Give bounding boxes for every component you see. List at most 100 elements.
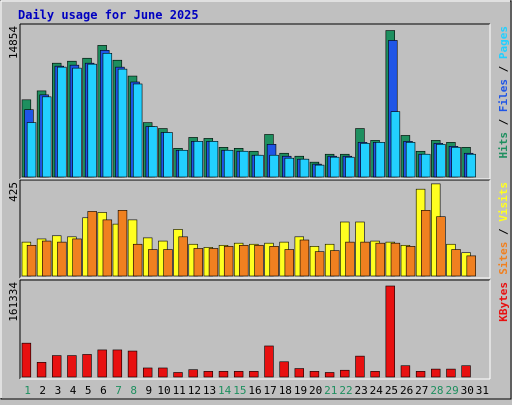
bar-sites-day-22 xyxy=(345,241,355,277)
bar-kbytes-day-13 xyxy=(203,371,214,378)
bar-sites-day-2 xyxy=(42,240,52,277)
bar-kbytes-day-16 xyxy=(249,371,259,378)
bar-kbytes-day-29 xyxy=(446,368,456,378)
bar-pages-day-27 xyxy=(421,153,431,178)
bar-pages-day-26 xyxy=(405,142,416,178)
kbytes-legend-part-0: KBytes xyxy=(497,282,510,322)
day-label-10: 10 xyxy=(157,384,170,397)
bar-sites-day-9 xyxy=(148,249,158,277)
bar-pages-day-22 xyxy=(345,156,355,178)
bar-pages-day-24 xyxy=(375,142,385,178)
bar-pages-day-1 xyxy=(26,122,37,178)
bar-sites-day-12 xyxy=(193,248,204,277)
day-label-15: 15 xyxy=(233,384,246,397)
bar-pages-day-10 xyxy=(163,132,173,178)
bar-sites-day-11 xyxy=(178,236,188,277)
chart-title: Daily usage for June 2025 xyxy=(18,8,199,22)
bar-pages-day-19 xyxy=(299,158,310,178)
bar-kbytes-day-25 xyxy=(385,285,395,378)
day-label-9: 9 xyxy=(146,384,153,397)
day-label-6: 6 xyxy=(100,384,107,397)
day-label-23: 23 xyxy=(355,384,368,397)
day-labels: 1 2 3 4 5 6 7 8 9 10 11 12 13 14 15 16 17 18 19 20 21 22 23 24 2… xyxy=(24,384,489,397)
bar-sites-day-16 xyxy=(254,244,264,277)
hits-files-pages-legend-part-0: Hits xyxy=(497,132,510,159)
bar-pages-day-15 xyxy=(239,150,249,178)
bar-pages-day-18 xyxy=(284,157,294,178)
visits-sites-legend-part-0: Sites xyxy=(497,242,510,275)
hits-files-pages-legend-part-3: / xyxy=(497,59,510,79)
day-label-24: 24 xyxy=(370,384,384,397)
day-label-17: 17 xyxy=(264,384,277,397)
day-label-5: 5 xyxy=(85,384,92,397)
bar-sites-day-17 xyxy=(269,246,279,277)
day-label-12: 12 xyxy=(188,384,201,397)
bar-pages-day-5 xyxy=(87,63,97,178)
kbytes-ymax-label: 161334 xyxy=(7,282,20,322)
hits-files-pages-ymax-label: 14854 xyxy=(7,26,20,59)
bar-kbytes-day-11 xyxy=(173,372,183,378)
bar-kbytes-day-10 xyxy=(158,367,168,378)
bar-kbytes-day-24 xyxy=(370,371,380,378)
day-label-4: 4 xyxy=(70,384,77,397)
bar-kbytes-day-26 xyxy=(400,365,411,378)
bar-sites-day-21 xyxy=(330,250,340,277)
bar-kbytes-day-22 xyxy=(340,369,350,378)
bar-pages-day-17 xyxy=(269,154,279,178)
day-label-2: 2 xyxy=(39,384,46,397)
bar-sites-day-23 xyxy=(360,241,370,277)
visits-sites-ymax-label: 425 xyxy=(7,182,20,202)
bar-sites-day-29 xyxy=(451,249,461,277)
bar-sites-day-7 xyxy=(117,210,128,277)
bar-sites-day-27 xyxy=(421,210,431,277)
bar-sites-day-13 xyxy=(208,248,219,277)
bar-kbytes-day-2 xyxy=(36,362,47,378)
bar-kbytes-day-23 xyxy=(355,355,365,378)
day-label-27: 27 xyxy=(415,384,428,397)
bar-pages-day-23 xyxy=(360,143,370,178)
bar-kbytes-day-12 xyxy=(188,369,198,378)
bar-kbytes-day-28 xyxy=(431,368,441,378)
bar-kbytes-day-8 xyxy=(127,350,138,378)
bar-sites-day-5 xyxy=(87,211,97,277)
bar-pages-day-8 xyxy=(132,83,143,178)
bar-kbytes-day-20 xyxy=(309,371,320,378)
bar-pages-day-13 xyxy=(208,141,219,178)
bar-kbytes-day-9 xyxy=(142,367,153,378)
hits-files-pages-legend-part-2: Files xyxy=(497,79,510,112)
bar-sites-day-4 xyxy=(72,238,82,277)
day-label-8: 8 xyxy=(130,384,137,397)
day-label-29: 29 xyxy=(445,384,458,397)
bar-pages-day-11 xyxy=(178,149,188,178)
bar-sites-day-26 xyxy=(405,246,416,277)
bar-pages-day-2 xyxy=(42,96,52,178)
day-label-1: 1 xyxy=(24,384,31,397)
day-label-14: 14 xyxy=(218,384,232,397)
day-label-18: 18 xyxy=(279,384,292,397)
day-label-31: 31 xyxy=(476,384,489,397)
visits-sites-legend-part-2: Visits xyxy=(497,182,510,222)
bar-sites-day-14 xyxy=(223,246,234,277)
bar-sites-day-18 xyxy=(284,249,294,277)
bar-kbytes-day-6 xyxy=(97,349,107,378)
bar-sites-day-6 xyxy=(102,219,113,277)
hits-files-pages-legend-part-1: / xyxy=(497,112,510,132)
bar-pages-day-7 xyxy=(117,68,128,178)
day-label-19: 19 xyxy=(294,384,307,397)
hits-files-pages-legend-part-4: Pages xyxy=(497,26,510,59)
visits-sites-series-legend: Sites / Visits xyxy=(497,182,510,275)
bar-pages-day-21 xyxy=(330,156,340,178)
bar-sites-day-20 xyxy=(314,251,325,277)
day-label-3: 3 xyxy=(55,384,62,397)
bar-pages-day-14 xyxy=(223,149,234,178)
day-label-16: 16 xyxy=(248,384,261,397)
bar-sites-day-28 xyxy=(436,216,446,277)
day-label-30: 30 xyxy=(461,384,474,397)
day-label-28: 28 xyxy=(430,384,443,397)
bar-pages-day-20 xyxy=(314,164,325,178)
bar-kbytes-day-15 xyxy=(233,371,244,378)
hits-files-pages-panel: 14854 Hits / Files / Pages xyxy=(7,23,510,180)
day-label-13: 13 xyxy=(203,384,216,397)
hits-files-pages-series-legend: Hits / Files / Pages xyxy=(497,26,510,159)
